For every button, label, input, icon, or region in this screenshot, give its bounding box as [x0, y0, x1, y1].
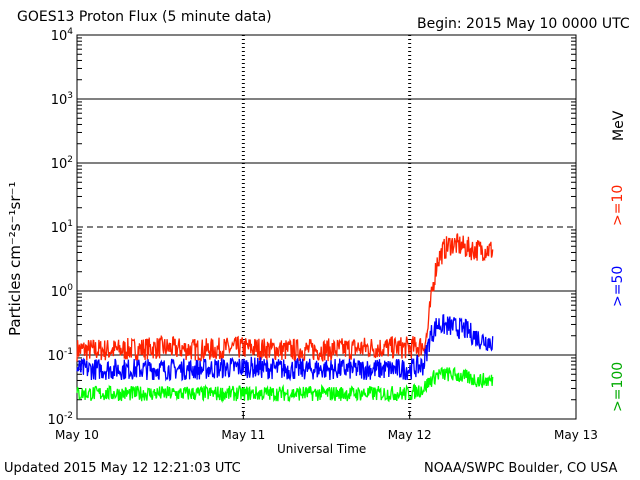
begin-label: Begin: 2015 May 10 0000 UTC	[417, 16, 630, 32]
x-tick-label: May 11	[221, 428, 265, 442]
chart-title: GOES13 Proton Flux (5 minute data)	[17, 9, 272, 25]
y-tick-label: 104	[51, 27, 74, 44]
series-line-0	[76, 233, 494, 362]
legend-series-50: >=50	[610, 265, 626, 307]
y-tick-label: 103	[51, 91, 73, 108]
legend-series-100: >=100	[610, 361, 626, 412]
updated-label: Updated 2015 May 12 12:21:03 UTC	[4, 461, 241, 476]
y-tick-label: 102	[51, 155, 73, 172]
legend-units: MeV	[611, 110, 627, 141]
y-tick-label: 10-1	[47, 347, 73, 364]
legend-series-10: >=10	[610, 184, 626, 226]
x-axis-label: Universal Time	[277, 442, 367, 456]
x-tick-label: May 10	[55, 428, 99, 442]
y-axis-label: Particles cm⁻²s⁻¹sr⁻¹	[6, 181, 24, 336]
x-tick-label: May 12	[388, 428, 432, 442]
x-tick-label: May 13	[554, 428, 598, 442]
credit-label: NOAA/SWPC Boulder, CO USA	[424, 461, 618, 476]
y-tick-label: 10-2	[47, 411, 73, 428]
y-tick-label: 101	[51, 219, 73, 236]
y-tick-label: 100	[51, 283, 74, 300]
series-line-1	[76, 314, 494, 382]
series-line-2	[76, 366, 494, 404]
